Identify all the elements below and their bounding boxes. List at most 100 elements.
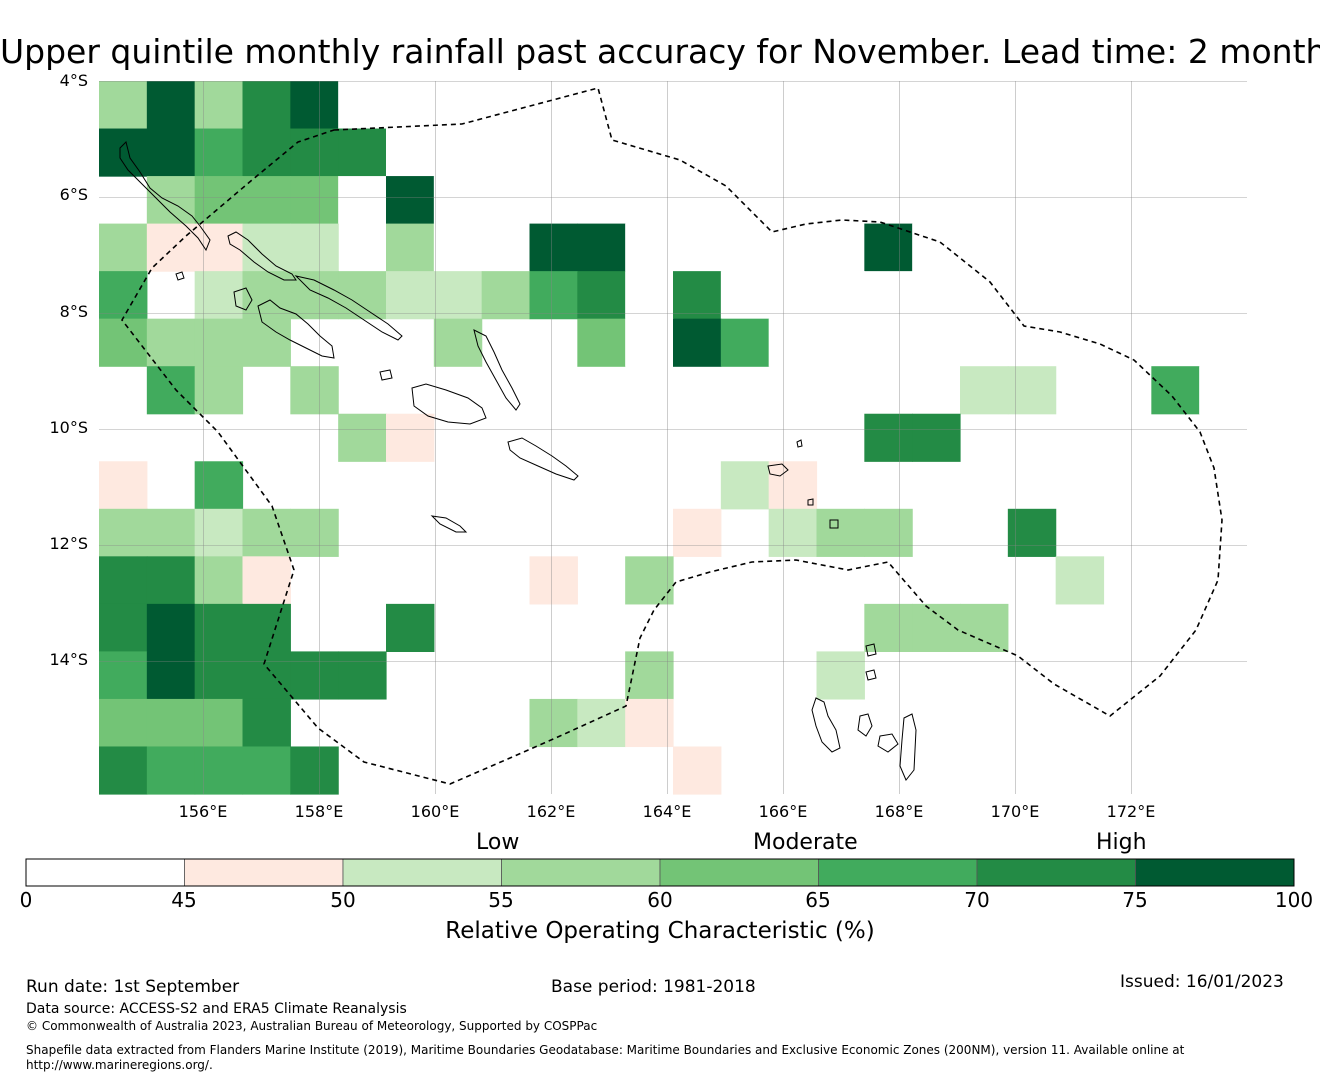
grid-cell bbox=[146, 556, 196, 605]
lon-label-160e: 160°E bbox=[410, 802, 460, 821]
grid-cell bbox=[290, 223, 339, 272]
coastlines bbox=[119, 141, 917, 781]
grid-cell bbox=[673, 223, 722, 272]
grid-cell bbox=[1007, 223, 1057, 272]
lon-label-172e: 172°E bbox=[1106, 802, 1156, 821]
grid-cell bbox=[1007, 508, 1057, 557]
grid-cell bbox=[720, 271, 770, 320]
base-period: Base period: 1981-2018 bbox=[551, 977, 756, 997]
grid-cell bbox=[1199, 318, 1248, 367]
graticule bbox=[99, 81, 1247, 794]
grid-cell bbox=[146, 746, 196, 795]
lon-label-164e: 164°E bbox=[642, 802, 692, 821]
grid-cell bbox=[290, 746, 339, 795]
lon-label-158e: 158°E bbox=[294, 802, 344, 821]
grid-cell bbox=[768, 271, 818, 320]
grid-cell bbox=[960, 223, 1009, 272]
solomon-islands-eez bbox=[121, 87, 1223, 785]
grid-cell bbox=[194, 176, 244, 225]
grid-cell bbox=[99, 271, 148, 320]
grid-cell bbox=[194, 603, 244, 652]
grid-cell bbox=[386, 413, 435, 462]
grid-cell bbox=[529, 556, 578, 605]
grid-cell bbox=[433, 128, 483, 177]
grid-cell bbox=[577, 176, 626, 225]
grid-cell bbox=[99, 81, 148, 130]
colorbar-tick-100: 100 bbox=[1274, 888, 1314, 912]
grid-cell bbox=[290, 366, 339, 415]
grid-cell bbox=[290, 651, 339, 700]
grid-cell bbox=[386, 271, 435, 320]
lon-label-166e: 166°E bbox=[758, 802, 808, 821]
map-title: Upper quintile monthly rainfall past acc… bbox=[0, 32, 1320, 71]
grid-cell bbox=[577, 318, 626, 367]
lat-label-6s: 6°S bbox=[59, 185, 88, 204]
grid-cell bbox=[625, 698, 674, 748]
grid-cell bbox=[242, 746, 291, 795]
grid-cell bbox=[673, 318, 722, 367]
grid-cell bbox=[816, 176, 865, 225]
grid-cell bbox=[864, 223, 913, 272]
grid-cell bbox=[338, 176, 387, 225]
grid-cell bbox=[577, 271, 626, 320]
grid-cell bbox=[816, 318, 865, 367]
grid-cell bbox=[146, 318, 196, 367]
small-islet-6 bbox=[379, 369, 393, 381]
grid-cell bbox=[242, 223, 291, 272]
santa-isabel-coast bbox=[294, 275, 403, 341]
grid-cell bbox=[433, 271, 483, 320]
grid-cell bbox=[673, 176, 722, 225]
grid-cell bbox=[1103, 271, 1152, 320]
grid-cell bbox=[1007, 176, 1057, 225]
grid-cell bbox=[146, 508, 196, 557]
grid-cell bbox=[1199, 271, 1248, 320]
grid-cell bbox=[386, 128, 435, 177]
grid-cell bbox=[194, 508, 244, 557]
malaita-coast bbox=[473, 329, 521, 411]
grid-cell bbox=[1055, 223, 1105, 272]
rennell-coast bbox=[430, 515, 468, 533]
small-islet-5 bbox=[175, 271, 185, 281]
grid-cell bbox=[768, 128, 818, 177]
grid-cell bbox=[625, 176, 674, 225]
grid-cell bbox=[194, 698, 244, 748]
grid-cell bbox=[1055, 556, 1105, 605]
grid-cell bbox=[146, 128, 196, 177]
grid-cell bbox=[433, 318, 483, 367]
grid-cell bbox=[1151, 271, 1200, 320]
grid-cell bbox=[386, 176, 435, 225]
grid-cell bbox=[1199, 176, 1248, 225]
bougainville-coast bbox=[119, 141, 211, 252]
colorbar-tick-55: 55 bbox=[488, 888, 514, 912]
colorbar-tick-60: 60 bbox=[647, 888, 673, 912]
shapefile-credit-line1: Shapefile data extracted from Flanders M… bbox=[26, 1043, 1185, 1057]
grid-cell bbox=[673, 508, 722, 557]
grid-cell bbox=[1007, 271, 1057, 320]
grid-cell bbox=[960, 366, 1009, 415]
grid-cell bbox=[912, 81, 961, 130]
grid-cell bbox=[242, 556, 291, 605]
grid-cell bbox=[816, 81, 865, 130]
grid-cell bbox=[864, 318, 913, 367]
grid-cell bbox=[816, 508, 865, 557]
grid-cell bbox=[99, 746, 148, 795]
grid-cell bbox=[194, 318, 244, 367]
grid-cell bbox=[433, 81, 483, 130]
rainfall-accuracy-grid bbox=[99, 81, 1248, 795]
grid-cell bbox=[960, 318, 1009, 367]
grid-cell bbox=[242, 698, 291, 748]
grid-cell bbox=[194, 223, 244, 272]
grid-cell bbox=[1055, 81, 1105, 130]
grid-cell bbox=[242, 603, 291, 652]
grid-cell bbox=[816, 271, 865, 320]
grid-cell bbox=[768, 176, 818, 225]
grid-cell bbox=[768, 318, 818, 367]
grid-cell bbox=[529, 128, 578, 177]
grid-cell bbox=[577, 128, 626, 177]
grid-cell bbox=[290, 81, 339, 130]
grid-cell bbox=[1103, 223, 1152, 272]
grid-cell bbox=[433, 176, 483, 225]
grid-cell bbox=[864, 271, 913, 320]
torres-islands bbox=[767, 463, 789, 477]
grid-cell bbox=[1151, 366, 1200, 415]
